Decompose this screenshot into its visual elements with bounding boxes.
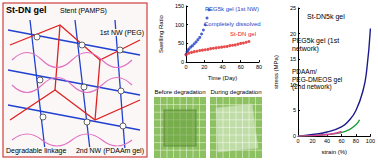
svg-text:0: 0 (185, 64, 188, 70)
svg-text:60: 60 (338, 138, 344, 144)
svg-text:Before degradation: Before degradation (154, 89, 205, 95)
svg-text:During degradation: During degradation (210, 89, 261, 95)
svg-text:5: 5 (293, 107, 296, 113)
svg-text:15: 15 (290, 56, 296, 62)
svg-text:80: 80 (353, 138, 359, 144)
svg-text:PEG5k gel (1st: PEG5k gel (1st (292, 37, 341, 45)
svg-text:20: 20 (309, 138, 315, 144)
svg-text:St-DN gel: St-DN gel (6, 5, 47, 15)
svg-text:0: 0 (293, 133, 296, 140)
svg-text:2nd NW (PDAAm gel): 2nd NW (PDAAm gel) (76, 147, 144, 155)
svg-text:strain (%): strain (%) (321, 149, 347, 155)
svg-text:0: 0 (181, 59, 185, 66)
svg-text:PEG-DMEOS gel: PEG-DMEOS gel (292, 75, 344, 83)
svg-text:25: 25 (290, 5, 296, 11)
svg-text:PDAAm/: PDAAm/ (292, 68, 317, 75)
svg-text:40: 40 (324, 138, 330, 144)
svg-text:network): network) (292, 45, 319, 53)
svg-text:150: 150 (175, 3, 184, 9)
svg-text:1st NW (PEG): 1st NW (PEG) (100, 29, 144, 37)
svg-text:60: 60 (238, 64, 244, 70)
svg-text:PEG5k gel (1st NW): PEG5k gel (1st NW) (205, 6, 259, 12)
svg-text:10: 10 (290, 82, 296, 88)
svg-text:Swelling Ratio: Swelling Ratio (158, 14, 164, 53)
svg-text:20: 20 (290, 31, 296, 37)
svg-text:80: 80 (256, 64, 262, 70)
svg-text:0: 0 (296, 138, 299, 144)
svg-text:Completely dissolved: Completely dissolved (204, 21, 261, 27)
svg-text:St-DN5k gel: St-DN5k gel (307, 13, 345, 21)
svg-text:Stent (PAMPS): Stent (PAMPS) (60, 7, 107, 15)
svg-text:St-DN gel: St-DN gel (230, 31, 256, 37)
svg-text:20: 20 (201, 64, 207, 70)
svg-text:(2nd network): (2nd network) (292, 83, 332, 91)
svg-text:100: 100 (366, 138, 375, 144)
svg-text:40: 40 (219, 64, 225, 70)
svg-text:100: 100 (175, 22, 184, 28)
svg-text:50: 50 (178, 40, 184, 46)
svg-text:Time (Day): Time (Day) (208, 75, 237, 81)
svg-text:Degradable linkage: Degradable linkage (6, 147, 66, 155)
svg-text:stress (MPa): stress (MPa) (273, 55, 279, 89)
